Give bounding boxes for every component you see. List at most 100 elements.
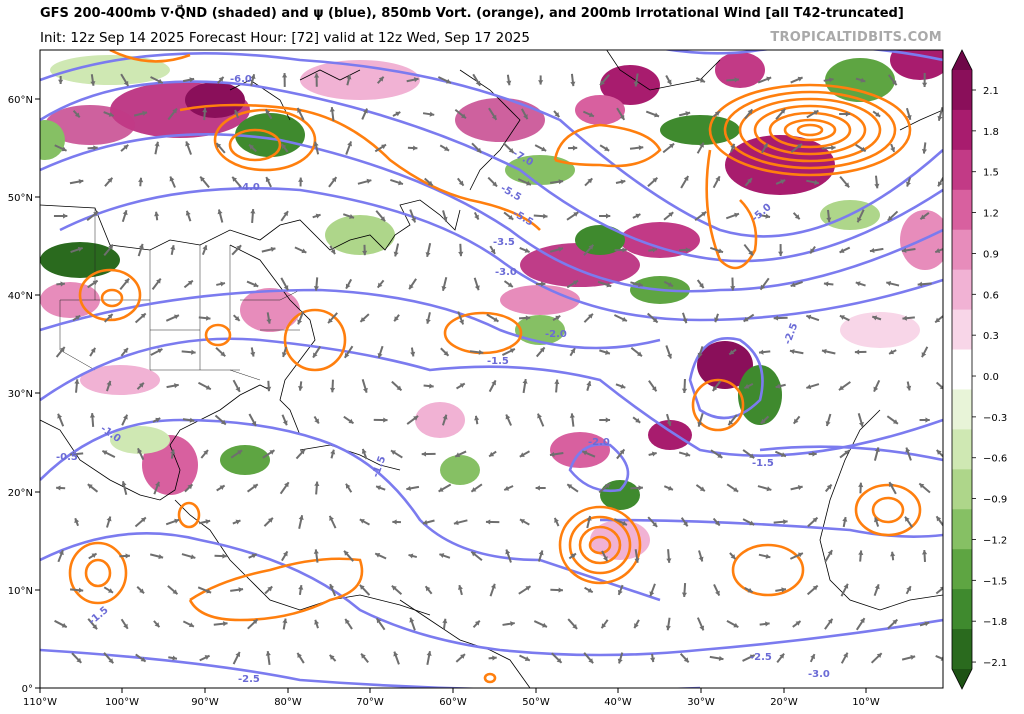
wind-arrow-head: [714, 317, 720, 323]
wind-arrow-head: [406, 485, 412, 491]
wind-arrow-head: [699, 142, 704, 148]
wind-arrow-head: [813, 110, 819, 115]
wind-arrow-head: [936, 516, 942, 522]
wind-arrow-head: [886, 280, 892, 286]
map-frame: [39, 49, 944, 689]
wind-arrow-head: [362, 108, 368, 114]
wind-arrow-head: [570, 81, 576, 87]
colorbar-segment: [952, 109, 972, 151]
wind-arrow-head: [459, 319, 464, 325]
contour-label: -2.5: [238, 674, 260, 685]
wind-arrow-head: [170, 245, 176, 250]
wind-arrow-head: [61, 622, 67, 628]
wind-arrow-head: [650, 657, 656, 663]
wind-arrow-head: [391, 585, 397, 591]
wind-arrow-head: [858, 421, 864, 427]
wind-arrow-head: [831, 145, 836, 151]
wind-arrow-head: [121, 481, 127, 486]
wind-arrow-head: [874, 447, 880, 453]
colorbar-segment: [952, 309, 972, 351]
wind-arrow-head: [558, 179, 564, 185]
wind-arrow-head: [75, 315, 81, 321]
wind-arrow-head: [138, 243, 144, 249]
wind-arrow-head: [906, 181, 911, 187]
wind-arrow-head: [253, 282, 259, 288]
wind-arrow-head: [556, 657, 562, 663]
wind-arrow-head: [154, 211, 160, 217]
wind-arrow: [935, 654, 943, 661]
wind-arrow-head: [924, 621, 930, 627]
wind-arrow-head: [380, 216, 386, 222]
wind-arrow-head: [682, 318, 688, 324]
wind-arrow-head: [780, 108, 786, 114]
colorbar-min-arrow: [952, 669, 972, 689]
wind-arrow-head: [298, 585, 304, 590]
wind-arrow-head: [251, 553, 257, 559]
wind-arrow-head: [604, 146, 610, 151]
wind-arrow-head: [442, 414, 448, 420]
wind-arrow-head: [666, 558, 672, 563]
wind-arrow-head: [187, 280, 193, 286]
wind-arrow-head: [281, 352, 287, 357]
wind-arrow-head: [122, 414, 128, 420]
wind-arrow-head: [699, 625, 705, 631]
colorbar-label: −1.5: [983, 576, 1007, 587]
colorbar-label: 1.8: [983, 127, 999, 138]
wind-arrow-head: [668, 485, 673, 491]
wind-arrow-head: [823, 281, 829, 287]
wind-arrow-head: [409, 617, 415, 623]
wind-arrow-head: [683, 175, 689, 181]
wind-arrow-head: [345, 483, 351, 489]
wind-arrow-head: [683, 521, 688, 527]
wind-arrow-head: [458, 180, 464, 186]
wind-arrow-head: [826, 217, 832, 223]
latitude-axis: 0° 10°N 20°N 30°N 40°N 50°N 60°N: [8, 95, 40, 695]
colorbar-segment: [952, 629, 972, 670]
wind-arrow-head: [621, 520, 627, 526]
wind-arrow-head: [234, 316, 240, 321]
wind-arrow-head: [524, 656, 530, 661]
wind-arrow-head: [455, 452, 461, 458]
wind-arrow-head: [906, 385, 912, 391]
wind-arrow-head: [108, 658, 114, 664]
colorbar-label: −1.2: [983, 535, 1007, 546]
wind-arrow-head: [766, 76, 772, 82]
wind-arrow-head: [806, 384, 812, 390]
colorbar-label: 1.5: [983, 168, 999, 179]
wind-arrow-head: [747, 109, 753, 115]
wind-arrow-head: [383, 417, 388, 423]
wind-arrow-head: [108, 244, 114, 250]
wind-arrow-head: [509, 348, 515, 354]
wind-arrow-head: [588, 658, 594, 664]
wind-arrow-head: [74, 518, 80, 524]
wind-arrow-head: [220, 419, 226, 425]
wind-arrow-head: [270, 246, 276, 252]
colorbar-segment: [952, 589, 972, 630]
wind-arrow-head: [855, 281, 861, 287]
wind-arrow-head: [313, 549, 319, 554]
wind-arrow-head: [523, 114, 528, 120]
wind-arrow-head: [875, 111, 881, 117]
wind-arrow-head: [393, 651, 399, 657]
wind-arrow-head: [821, 348, 827, 354]
colorbar-label: 1.2: [983, 209, 999, 220]
wind-arrow-head: [267, 586, 273, 592]
wind-arrow-head: [701, 211, 707, 217]
lon-label: 110°W: [23, 697, 57, 708]
wind-arrow-head: [444, 146, 450, 151]
wind-arrow-head: [491, 380, 496, 386]
wind-arrow-head: [328, 318, 333, 324]
wind-arrow-head: [541, 146, 547, 152]
wind-arrow-head: [360, 317, 366, 322]
wind-arrow-head: [93, 145, 98, 151]
wind-arrow-head: [506, 80, 512, 86]
wind-arrow-head: [634, 623, 639, 629]
wind-arrow-head: [174, 314, 179, 320]
wind-arrow-head: [542, 622, 547, 628]
wind-arrow-head: [77, 246, 83, 252]
wind-arrow-head: [906, 586, 911, 592]
wind-arrow-head: [558, 587, 563, 593]
wind-arrow-head: [376, 485, 382, 491]
wind-arrow-head: [361, 448, 367, 454]
wind-arrow-head: [346, 74, 352, 80]
